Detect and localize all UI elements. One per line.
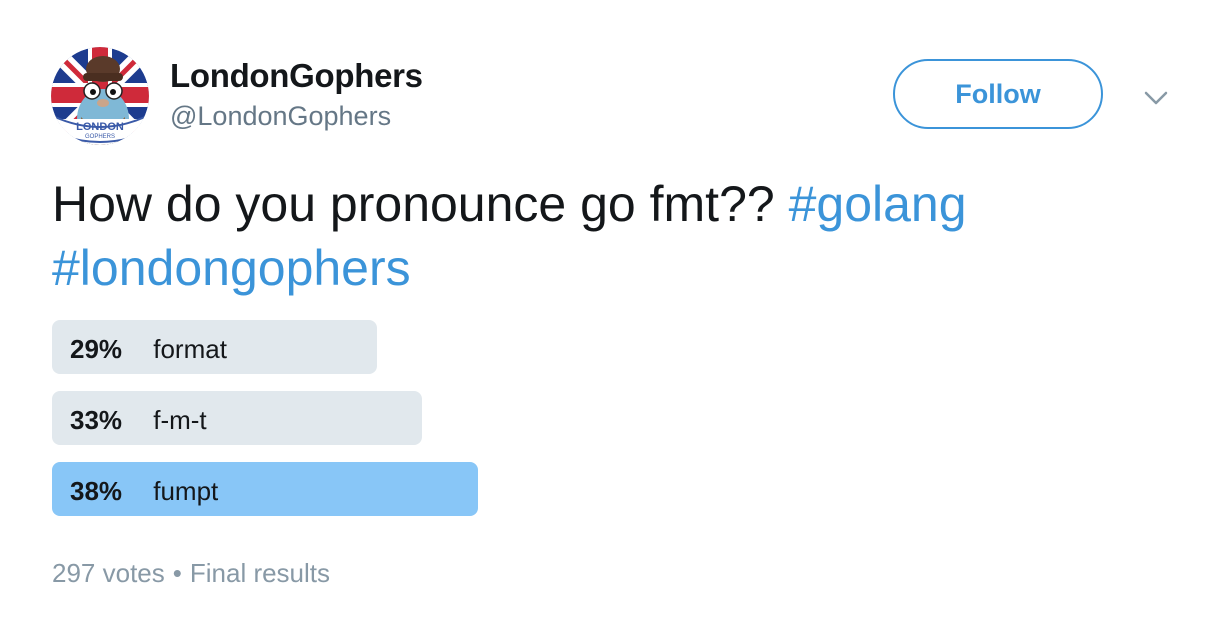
poll-bar [52,391,422,445]
separator-dot: • [172,558,182,588]
user-handle[interactable]: @LondonGophers [170,101,392,131]
poll-percent: 33% [70,405,123,435]
tweet-text: How do you pronounce go fmt?? #golang #l… [52,172,1172,300]
poll-percent: 38% [70,476,123,506]
avatar[interactable]: LONDON GOPHERS [51,47,149,145]
hashtag-golang[interactable]: #golang [788,176,967,232]
poll-status: Final results [189,558,331,588]
poll-percent: 29% [70,334,123,364]
avatar-badge-subtext: GOPHERS [85,134,115,140]
poll-footer: 297 votes • Final results [52,556,330,590]
display-name[interactable]: LondonGophers [170,57,423,94]
poll-option-f-m-t: 33% f-m-t [52,391,1162,445]
tweet-body: How do you pronounce go fmt?? [52,176,775,232]
poll-choice-text: format [153,334,227,364]
author-info: LondonGophers @LondonGophers [170,56,423,133]
chevron-down-icon[interactable] [1140,84,1172,112]
poll: 29% format 33% f-m-t 38% fumpt [52,320,1162,533]
poll-bar [52,462,478,516]
gopher-avatar-icon: LONDON GOPHERS [51,47,149,145]
follow-button[interactable]: Follow [893,59,1103,129]
poll-choice-text: fumpt [153,476,219,506]
poll-choice-text: f-m-t [153,405,207,435]
poll-option-label: 38% fumpt [70,462,218,516]
poll-option-fumpt: 38% fumpt [52,462,1162,516]
vote-count: 297 votes [52,558,165,588]
poll-option-format: 29% format [52,320,1162,374]
hashtag-londongophers[interactable]: #londongophers [52,240,411,296]
poll-option-label: 29% format [70,320,227,374]
poll-bar [52,320,377,374]
avatar-badge-text: LONDON [76,121,124,133]
poll-option-label: 33% f-m-t [70,391,207,445]
